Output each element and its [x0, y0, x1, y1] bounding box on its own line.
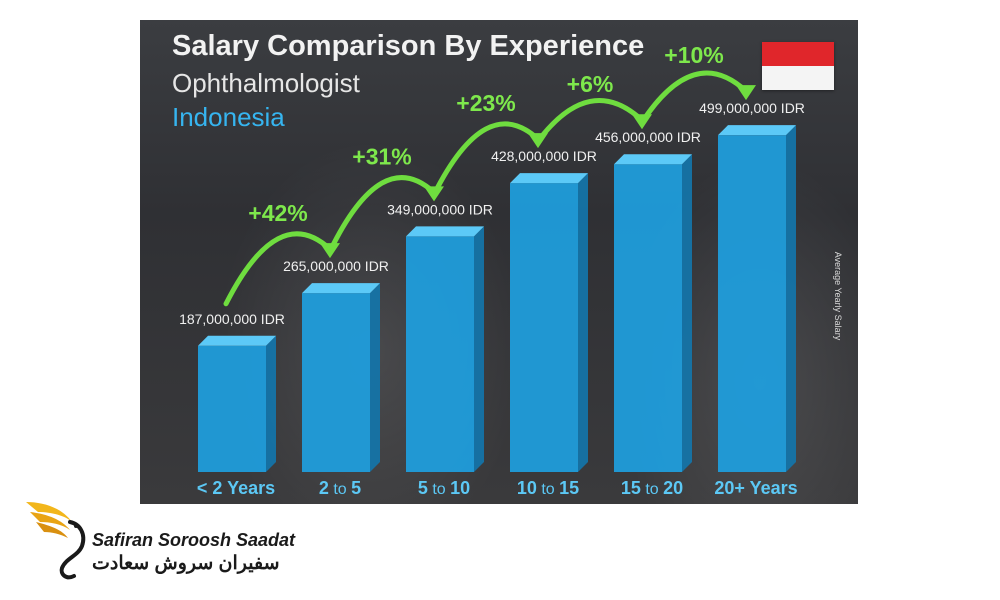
bar-top-1 — [302, 283, 380, 294]
category-label-3: 10 to 15 — [517, 478, 579, 498]
brand-name-persian: سفیران سروش سعادت — [92, 553, 280, 574]
category-label-5: 20+ Years — [714, 478, 797, 498]
bar-3 — [510, 183, 578, 472]
bar-top-3 — [510, 173, 588, 184]
category-label-0: < 2 Years — [197, 478, 275, 498]
category-label-2: 5 to 10 — [418, 478, 470, 498]
increase-label-4: +10% — [664, 42, 723, 68]
bar-chart: 187,000,000 IDR < 2 Years 265,000,000 IDR 2… — [179, 42, 805, 498]
bar-side-0 — [266, 335, 276, 472]
value-label-3: 428,000,000 IDR — [491, 148, 597, 164]
bar-top-2 — [406, 226, 484, 237]
chart-subtitle: Ophthalmologist — [172, 68, 360, 98]
bar-4 — [614, 164, 682, 472]
increase-arrow-3 — [535, 98, 645, 144]
category-label-4: 15 to 20 — [621, 478, 683, 498]
bar-2 — [406, 236, 474, 472]
bar-1 — [302, 293, 370, 472]
brand-logo: Safiran Soroosh Saadat سفیران سروش سعادت — [22, 496, 296, 586]
flag-red-stripe — [762, 42, 834, 66]
bar-side-4 — [682, 154, 692, 472]
brand-name-english: Safiran Soroosh Saadat — [92, 530, 296, 550]
increase-label-2: +23% — [456, 90, 515, 116]
increase-label-3: +6% — [567, 71, 614, 97]
bar-side-3 — [578, 173, 588, 472]
increase-arrowhead-4 — [736, 85, 756, 101]
country-label: Indonesia — [172, 102, 285, 132]
value-label-5: 499,000,000 IDR — [699, 100, 805, 116]
bar-0 — [198, 345, 266, 472]
increase-label-1: +31% — [352, 143, 411, 169]
increase-arrow-0 — [223, 231, 333, 307]
value-label-2: 349,000,000 IDR — [387, 201, 493, 217]
flag-white-stripe — [762, 66, 834, 90]
bar-side-2 — [474, 226, 484, 472]
indonesia-flag-icon — [762, 42, 834, 90]
increase-arrow-2 — [431, 121, 541, 197]
increase-label-0: +42% — [248, 200, 307, 226]
category-label-1: 2 to 5 — [319, 478, 361, 498]
bar-side-5 — [786, 125, 796, 473]
bar-top-0 — [198, 335, 276, 346]
bar-side-1 — [370, 283, 380, 472]
value-label-0: 187,000,000 IDR — [179, 311, 285, 327]
swallow-logo-icon — [26, 502, 86, 580]
value-label-4: 456,000,000 IDR — [595, 129, 701, 145]
chart-title: Salary Comparison By Experience — [172, 30, 645, 62]
increase-arrow-1 — [327, 175, 437, 254]
increase-arrow-4 — [639, 70, 749, 125]
bar-top-4 — [614, 154, 692, 165]
salary-chart-card: Salary Comparison By Experience Ophthalm… — [140, 20, 858, 504]
bar-top-5 — [718, 125, 796, 136]
value-label-1: 265,000,000 IDR — [283, 258, 389, 274]
bar-5 — [718, 135, 786, 473]
